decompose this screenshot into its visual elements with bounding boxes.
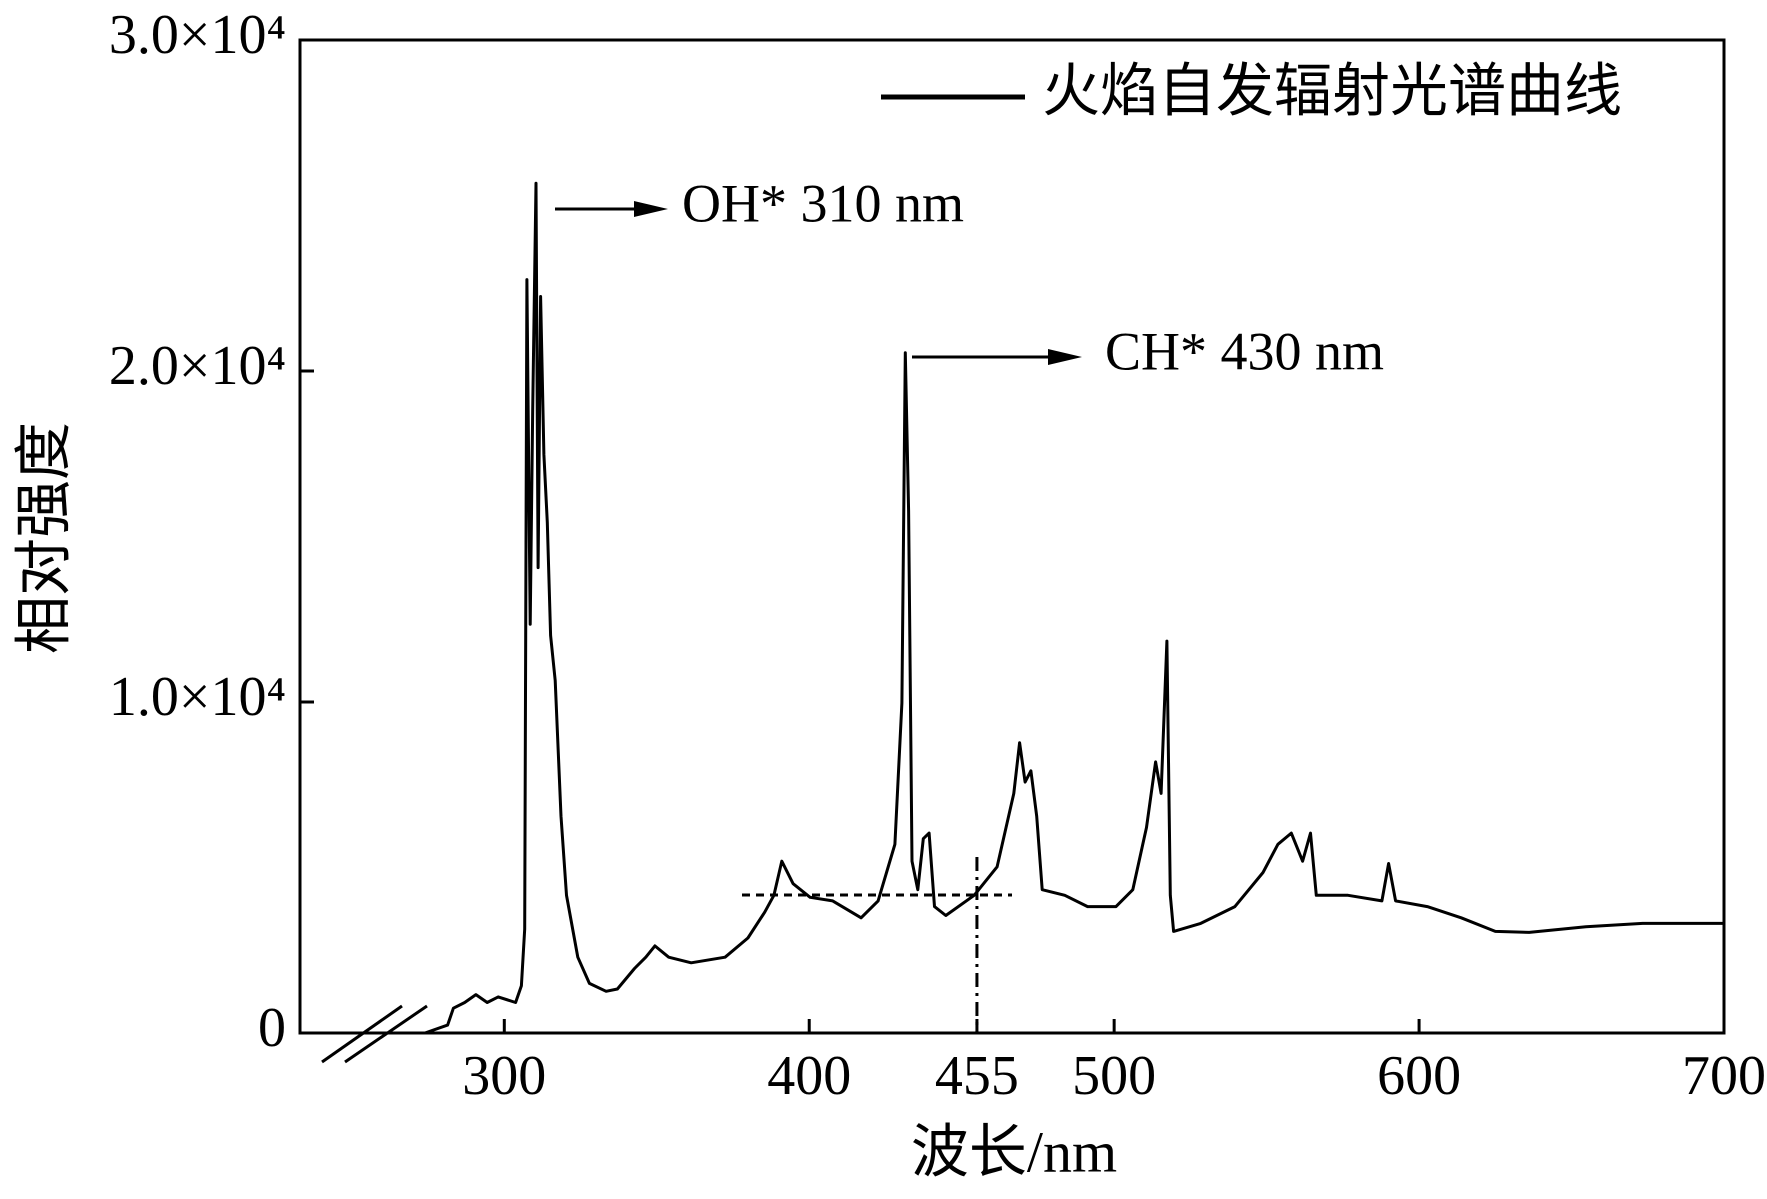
y-tick-label: 0 bbox=[258, 997, 286, 1059]
x-tick-label: 600 bbox=[1377, 1045, 1461, 1107]
y-tick-label: 3.0×10⁴ bbox=[109, 4, 286, 66]
x-tick-label: 300 bbox=[462, 1045, 546, 1107]
x-tick-label: 700 bbox=[1682, 1045, 1766, 1107]
arrow-head bbox=[634, 201, 668, 217]
plot-frame bbox=[298, 38, 1726, 1035]
x-axis-label: 波长/nm bbox=[911, 1119, 1117, 1184]
spectrum-line bbox=[424, 181, 1724, 1035]
y-tick-label: 1.0×10⁴ bbox=[109, 666, 286, 728]
x-tick-label: 400 bbox=[767, 1045, 851, 1107]
arrow-head bbox=[1048, 349, 1082, 365]
annotation: OH* 310 nm bbox=[682, 173, 964, 233]
x-tick-label: 455 bbox=[935, 1045, 1019, 1107]
legend-label: 火焰自发辐射光谱曲线 bbox=[1042, 58, 1622, 123]
annotation: CH* 430 nm bbox=[1105, 321, 1384, 381]
y-axis-label: 相对强度 bbox=[11, 422, 76, 654]
x-tick-label: 500 bbox=[1072, 1045, 1156, 1107]
y-tick-label: 2.0×10⁴ bbox=[109, 335, 286, 397]
